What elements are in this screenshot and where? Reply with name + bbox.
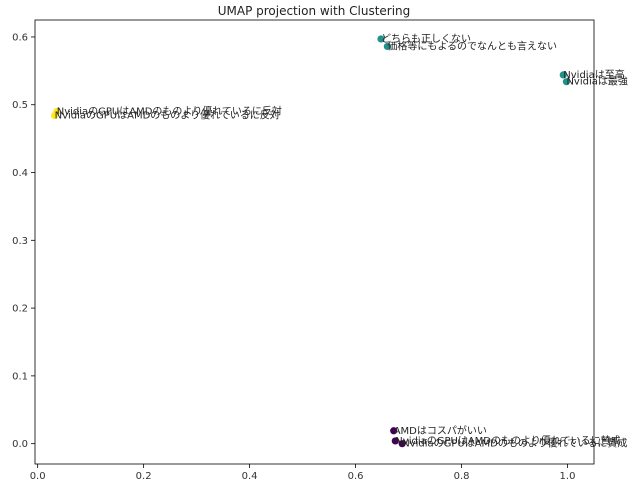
x-tick-label: 0.4 [242,471,258,482]
data-point [398,440,406,448]
data-point [562,78,571,86]
x-tick-label: 0.2 [136,471,152,482]
x-axis: 0.0 0.2 0.4 0.6 0.8 1.0 [30,464,576,482]
x-tick-label: 0.0 [30,471,46,482]
plot-frame [34,19,595,465]
point-label: NvidiaのGPUはAMDのものより優れているに賛成 [402,437,627,450]
y-axis: 0.0 0.1 0.2 0.3 0.4 0.5 0.6 [12,32,35,450]
point-label: NvidiaのGPUはAMDのものより優れているに反対 [55,109,280,122]
x-tick-label: 0.6 [348,471,364,482]
y-tick-label: 0.4 [12,168,28,179]
data-point [383,42,391,51]
x-tick-label: 1.0 [560,471,576,482]
points-layer [51,35,571,448]
y-tick-label: 0.3 [12,236,28,247]
data-point [377,35,385,43]
point-label: どちらも正しくない [381,33,471,45]
y-tick-label: 0.5 [12,100,28,111]
chart-title: UMAP projection with Clustering [218,4,411,18]
point-label: 価格等にもよるのでなんとも言えない [387,39,557,52]
y-tick-label: 0.1 [12,371,28,382]
point-label: Nvidiaは最強 [566,75,627,88]
y-tick-label: 0.2 [12,304,28,315]
point-label: NvidiaのGPUはAMDのものより優れているに賛成 [395,434,620,447]
point-label: NvidiaのGPUはAMDのものより優れているに反対 [57,105,282,118]
y-tick-label: 0.6 [12,32,28,43]
data-point [390,427,398,435]
data-point [51,111,59,120]
y-tick-label: 0.0 [12,439,28,450]
x-tick-label: 0.8 [454,471,470,482]
data-point [391,437,399,445]
data-point [559,71,567,79]
point-label: AMDはコスパがいい [394,424,487,437]
labels-layer: どちらも正しくない価格等にもよるのでなんとも言えないNvidiaは至高Nvidi… [55,33,628,450]
point-label: Nvidiaは至高 [563,68,624,81]
